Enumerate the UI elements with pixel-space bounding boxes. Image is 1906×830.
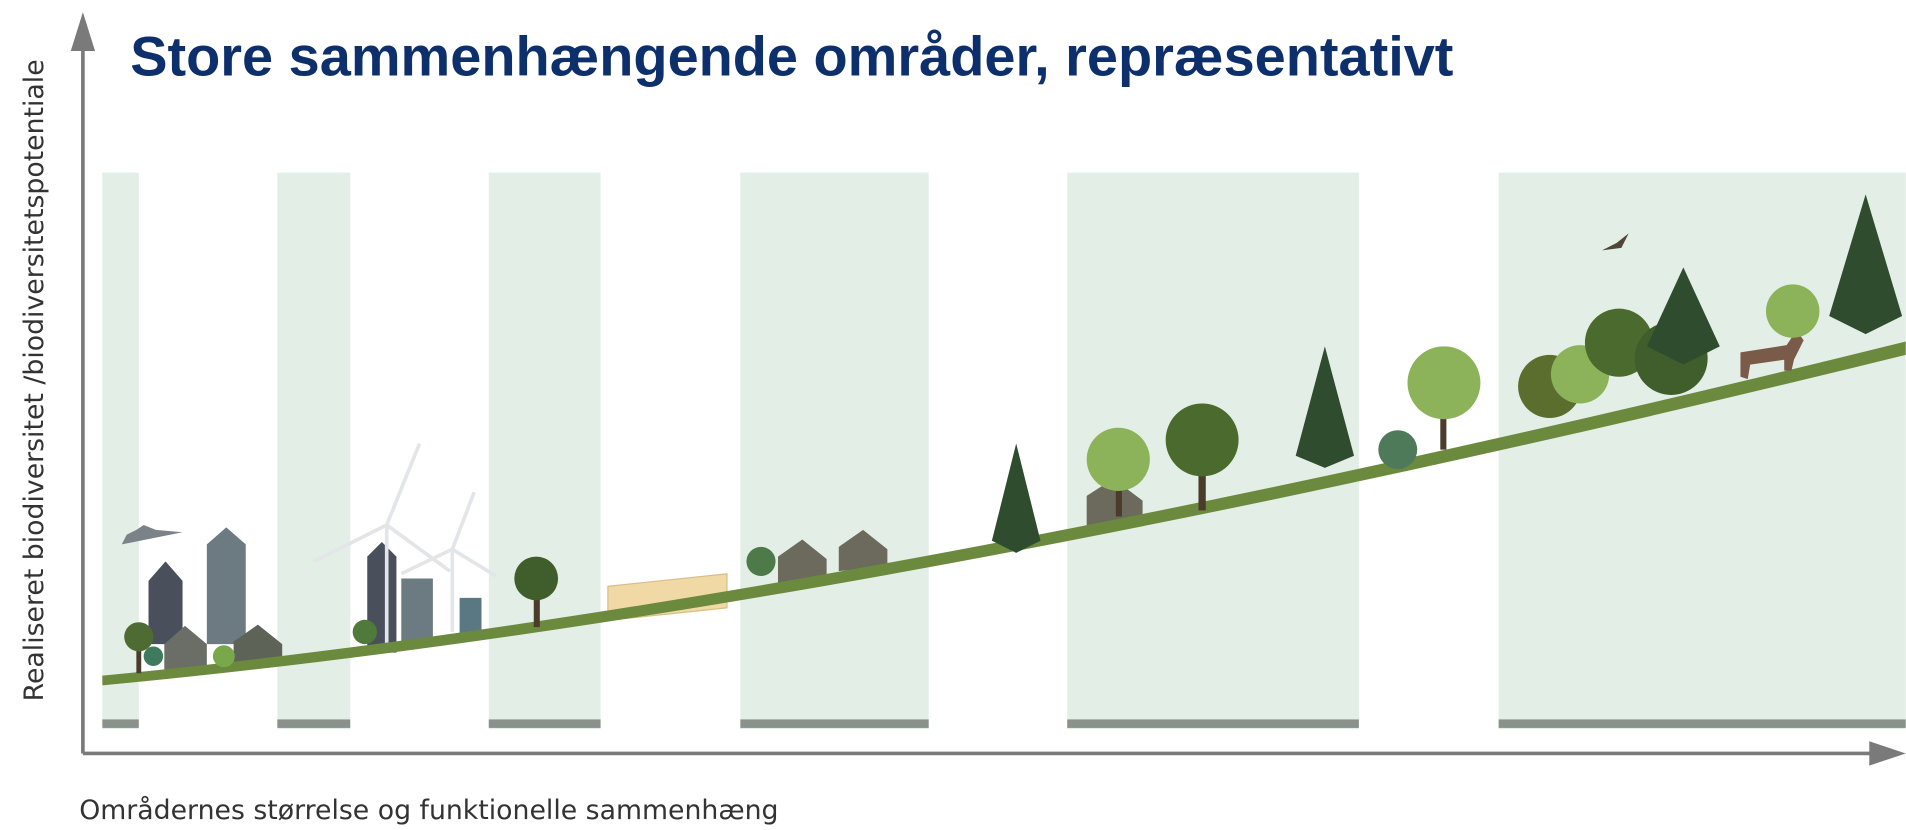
y-axis-arrow [71,12,95,51]
band-bar [102,719,138,728]
page: Store sammenhængende områder, repræsenta… [0,0,1906,830]
y-axis-label: Realiseret biodiversitet /biodiversitets… [19,59,50,701]
band-bar [1499,719,1906,728]
band-bars [102,719,1905,728]
x-axis-arrow [1869,741,1905,765]
band [740,173,928,730]
title: Store sammenhængende områder, repræsenta… [130,24,1453,87]
band-bar [740,719,928,728]
band-bar [277,719,350,728]
band [277,173,350,730]
band-bar [1067,719,1359,728]
diagram: Store sammenhængende områder, repræsenta… [0,0,1906,830]
x-axis-label: Områdernes størrelse og funktionelle sam… [79,795,778,826]
band [489,173,601,730]
band [1499,173,1906,730]
band-bar [489,719,601,728]
